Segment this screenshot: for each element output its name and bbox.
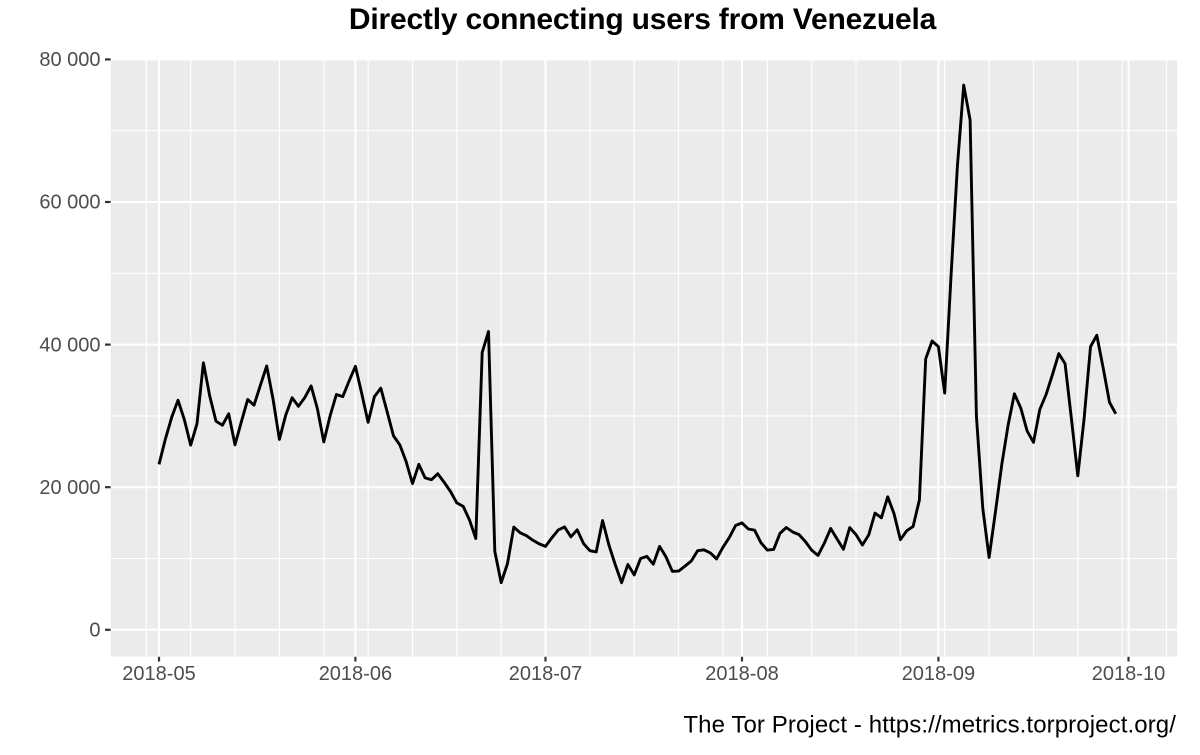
svg-text:0: 0	[89, 620, 100, 642]
svg-text:2018-06: 2018-06	[319, 663, 392, 685]
svg-text:60 000: 60 000	[39, 192, 100, 214]
svg-text:20 000: 20 000	[39, 477, 100, 499]
svg-text:2018-09: 2018-09	[902, 663, 975, 685]
svg-text:80 000: 80 000	[39, 49, 100, 71]
svg-text:2018-07: 2018-07	[509, 663, 582, 685]
svg-text:The Tor Project - https://metr: The Tor Project - https://metrics.torpro…	[683, 711, 1176, 738]
svg-text:2018-10: 2018-10	[1092, 663, 1165, 685]
svg-text:2018-08: 2018-08	[705, 663, 778, 685]
svg-text:Directly connecting users from: Directly connecting users from Venezuela	[349, 3, 937, 36]
svg-text:2018-05: 2018-05	[122, 663, 195, 685]
svg-text:40 000: 40 000	[39, 334, 100, 356]
